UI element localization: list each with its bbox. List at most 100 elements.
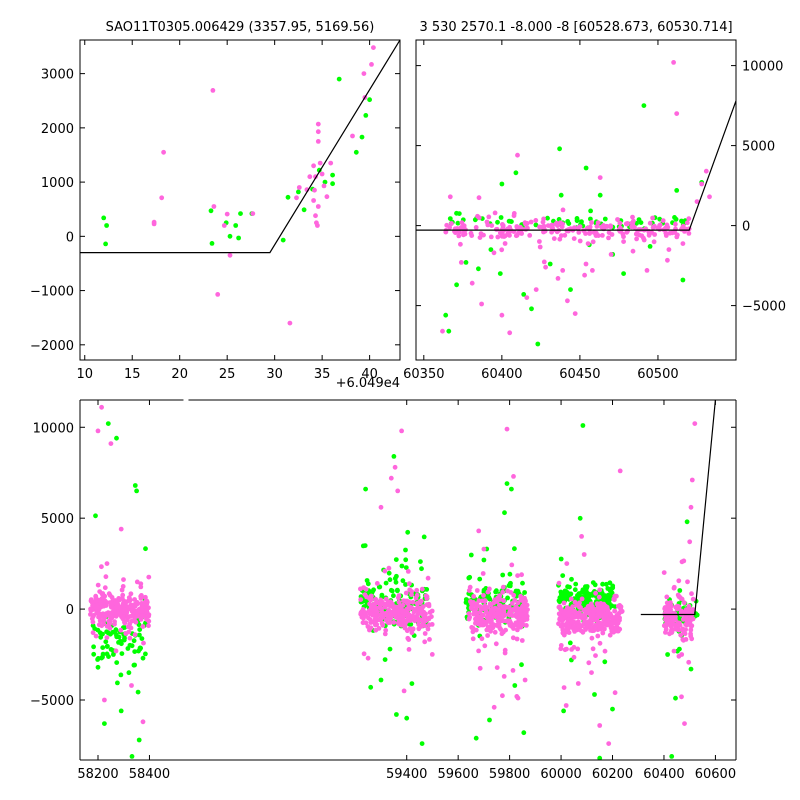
data-point [572, 599, 578, 605]
data-point [507, 571, 513, 577]
data-point [533, 218, 539, 223]
data-point [602, 593, 608, 598]
data-point [93, 513, 98, 519]
data-point [102, 697, 107, 703]
data-point [386, 599, 391, 605]
data-point [368, 617, 373, 623]
x-tick-label: 20 [171, 367, 188, 382]
data-point [497, 617, 503, 623]
data-point [590, 239, 596, 245]
data-point [103, 603, 109, 608]
data-point [602, 648, 608, 654]
data-point [118, 672, 124, 678]
data-point [576, 591, 582, 597]
data-point [505, 595, 510, 601]
data-point [367, 611, 373, 617]
data-point [561, 611, 567, 617]
data-point [125, 606, 131, 612]
data-point [140, 655, 146, 661]
data-point [597, 723, 603, 728]
data-point [408, 621, 414, 627]
data-point [129, 683, 134, 688]
data-point [664, 594, 670, 600]
data-point [378, 504, 384, 510]
data-point [558, 192, 564, 198]
data-point [328, 160, 334, 166]
data-point [684, 220, 690, 226]
data-point [134, 579, 140, 585]
data-point [388, 587, 394, 593]
data-point [545, 223, 551, 229]
data-point [146, 613, 152, 619]
data-point [575, 627, 580, 633]
data-point [311, 163, 316, 169]
data-point [521, 292, 527, 297]
data-point [447, 225, 453, 230]
data-point [689, 477, 695, 483]
data-point [519, 662, 524, 668]
data-point [97, 618, 103, 624]
data-point [688, 666, 694, 672]
data-point [587, 230, 593, 235]
data-point [406, 599, 412, 605]
data-point [139, 636, 145, 641]
data-point [513, 170, 519, 176]
panel-bottom-marks: 58200 58400 59400 59600 59800 60000 60200 60400… [30, 398, 737, 782]
data-point [609, 627, 615, 632]
data-point [485, 633, 490, 638]
data-point [624, 229, 630, 235]
data-point [88, 598, 94, 604]
data-point [330, 181, 335, 187]
data-point [330, 172, 335, 178]
plot-area [80, 40, 400, 326]
data-point [90, 623, 96, 628]
data-point [497, 271, 503, 276]
data-point [429, 622, 435, 627]
data-point [467, 574, 473, 580]
data-point [556, 580, 562, 586]
data-point [443, 312, 449, 318]
data-point [392, 608, 398, 614]
data-point [598, 603, 604, 609]
data-point [127, 635, 133, 641]
data-point [500, 693, 505, 699]
data-point [129, 604, 135, 609]
data-point [483, 609, 489, 615]
data-point [641, 103, 647, 108]
data-point [500, 572, 506, 578]
series-1 [151, 45, 376, 326]
data-point [129, 608, 135, 614]
data-point [478, 607, 484, 613]
data-point [495, 219, 500, 225]
x-tick-label: 58400 [129, 767, 170, 782]
data-point [564, 561, 570, 566]
data-point [563, 703, 569, 708]
data-point [134, 613, 140, 618]
data-point [666, 247, 672, 253]
data-point [117, 605, 123, 611]
data-point [137, 632, 142, 638]
data-point [470, 629, 476, 635]
data-point [621, 271, 626, 276]
data-point [518, 596, 524, 602]
data-point [541, 259, 547, 265]
data-point [471, 594, 477, 599]
data-point [363, 620, 369, 626]
x-tick-label: 60350 [403, 367, 444, 382]
data-point [113, 628, 118, 634]
data-point [549, 229, 554, 235]
data-point [509, 622, 514, 628]
data-point [114, 634, 120, 640]
data-point [350, 133, 355, 139]
data-point [511, 213, 517, 219]
data-point [647, 244, 653, 249]
data-point [671, 60, 676, 65]
data-point [560, 573, 566, 578]
data-point [478, 619, 484, 624]
data-point [367, 627, 372, 633]
data-point [134, 488, 140, 494]
data-point [396, 621, 402, 627]
data-point [473, 225, 479, 230]
data-point [391, 620, 397, 625]
data-point [511, 592, 517, 598]
